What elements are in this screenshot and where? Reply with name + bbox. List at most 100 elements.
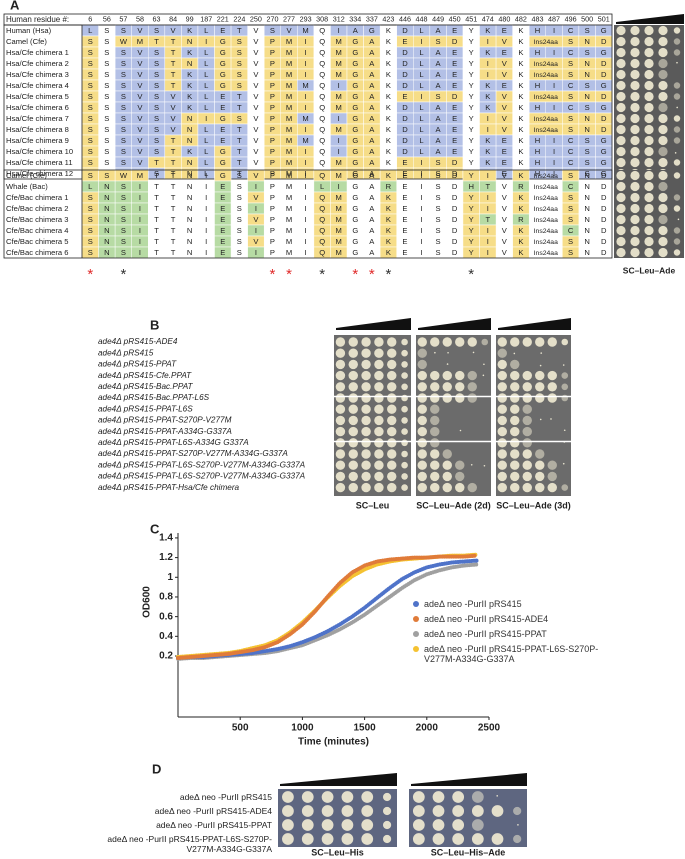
spot bbox=[522, 482, 532, 493]
residue: Q bbox=[319, 193, 325, 202]
residue: Y bbox=[469, 59, 474, 68]
residue: I bbox=[553, 147, 555, 156]
spot bbox=[401, 372, 408, 379]
row-name: Cfe/Bac chimera 2 bbox=[6, 204, 68, 213]
header-label: Human residue #: bbox=[6, 15, 69, 24]
residue: G bbox=[352, 248, 358, 257]
spot bbox=[658, 135, 668, 146]
spot bbox=[430, 426, 440, 437]
residue: T bbox=[154, 237, 159, 246]
residue: S bbox=[585, 26, 590, 35]
spot bbox=[382, 820, 392, 830]
conservation-marker: * bbox=[286, 266, 292, 283]
residue: M bbox=[137, 37, 143, 46]
residue: I bbox=[305, 171, 307, 180]
spot bbox=[455, 382, 465, 392]
residue: S bbox=[436, 215, 441, 224]
spot bbox=[417, 449, 427, 459]
residue: I bbox=[305, 37, 307, 46]
strain-label: ade4Δ pRS415-PPAT-L6S bbox=[98, 404, 193, 413]
residue: N bbox=[584, 171, 589, 180]
residue: S bbox=[237, 59, 242, 68]
spot bbox=[535, 393, 545, 403]
spot bbox=[547, 482, 557, 493]
residue: A bbox=[436, 70, 442, 79]
residue: V bbox=[171, 125, 177, 134]
legend-label: adeΔ neo -PurII pRS415-ADE4 bbox=[424, 614, 549, 624]
residue: K bbox=[386, 125, 391, 134]
spot bbox=[561, 372, 569, 379]
spot bbox=[616, 192, 626, 203]
residue: K bbox=[386, 147, 391, 156]
spot bbox=[658, 170, 668, 181]
spot bbox=[335, 404, 346, 414]
strain-label: ade4Δ pRS415-Bac.PPAT-L6S bbox=[98, 393, 210, 402]
spot bbox=[467, 337, 477, 347]
spot bbox=[374, 337, 384, 347]
strain-label: ade4Δ pRS415-PPAT-L6S-S270P-V277M-A334G-… bbox=[98, 472, 306, 481]
residue: V bbox=[253, 147, 259, 156]
residue: D bbox=[402, 59, 408, 68]
spot bbox=[561, 338, 569, 346]
residue: S bbox=[568, 92, 573, 101]
residue: Ins24aa bbox=[534, 173, 558, 180]
residue-number: 293 bbox=[300, 15, 312, 24]
colony bbox=[472, 351, 475, 354]
residue: T bbox=[171, 158, 176, 167]
residue: K bbox=[386, 59, 391, 68]
residue: E bbox=[452, 26, 457, 35]
row-name: Cfe/Bac chimera 6 bbox=[6, 248, 68, 257]
residue: M bbox=[286, 70, 292, 79]
residue-number: 451 bbox=[465, 15, 477, 24]
residue: A bbox=[353, 26, 359, 35]
spot bbox=[510, 382, 520, 392]
residue: M bbox=[137, 171, 143, 180]
residue: L bbox=[204, 136, 208, 145]
residue: S bbox=[237, 70, 242, 79]
residue: C bbox=[568, 182, 574, 191]
residue: K bbox=[518, 226, 523, 235]
spot bbox=[387, 449, 397, 459]
legend-swatch bbox=[413, 601, 419, 607]
spot bbox=[417, 415, 427, 426]
residue: E bbox=[220, 136, 225, 145]
residue: S bbox=[585, 136, 590, 145]
residue: S bbox=[88, 171, 93, 180]
legend: adeΔ neo -PurII pRS415 adeΔ neo -PurII pR… bbox=[413, 599, 613, 669]
residue: V bbox=[502, 103, 508, 112]
residue: V bbox=[502, 70, 508, 79]
residue: G bbox=[601, 48, 607, 57]
spot bbox=[430, 449, 440, 459]
residue: P bbox=[270, 136, 275, 145]
residue: I bbox=[255, 248, 257, 257]
residue: M bbox=[286, 182, 292, 191]
spot bbox=[401, 439, 408, 447]
residue: I bbox=[139, 215, 141, 224]
residue: K bbox=[518, 193, 523, 202]
row-name: Hsa/Cfe chimera 7 bbox=[6, 114, 69, 123]
residue: S bbox=[121, 147, 126, 156]
residue: E bbox=[402, 158, 407, 167]
residue: S bbox=[237, 193, 242, 202]
spot bbox=[522, 449, 532, 459]
spot bbox=[673, 126, 681, 133]
colony bbox=[482, 374, 485, 377]
spot bbox=[321, 833, 334, 845]
residue: I bbox=[205, 237, 207, 246]
residue: D bbox=[452, 182, 458, 191]
residue: S bbox=[154, 169, 159, 178]
residue: D bbox=[452, 237, 458, 246]
residue: G bbox=[352, 92, 358, 101]
residue: G bbox=[220, 81, 226, 90]
residue: V bbox=[137, 92, 143, 101]
residue: M bbox=[286, 37, 292, 46]
residue: K bbox=[518, 59, 523, 68]
residue: S bbox=[154, 59, 159, 68]
spot bbox=[673, 38, 681, 45]
residue: N bbox=[187, 114, 192, 123]
spot bbox=[561, 394, 569, 402]
residue: K bbox=[386, 237, 391, 246]
residue-number: 500 bbox=[581, 15, 593, 24]
residue: G bbox=[601, 103, 607, 112]
residue: K bbox=[187, 103, 192, 112]
